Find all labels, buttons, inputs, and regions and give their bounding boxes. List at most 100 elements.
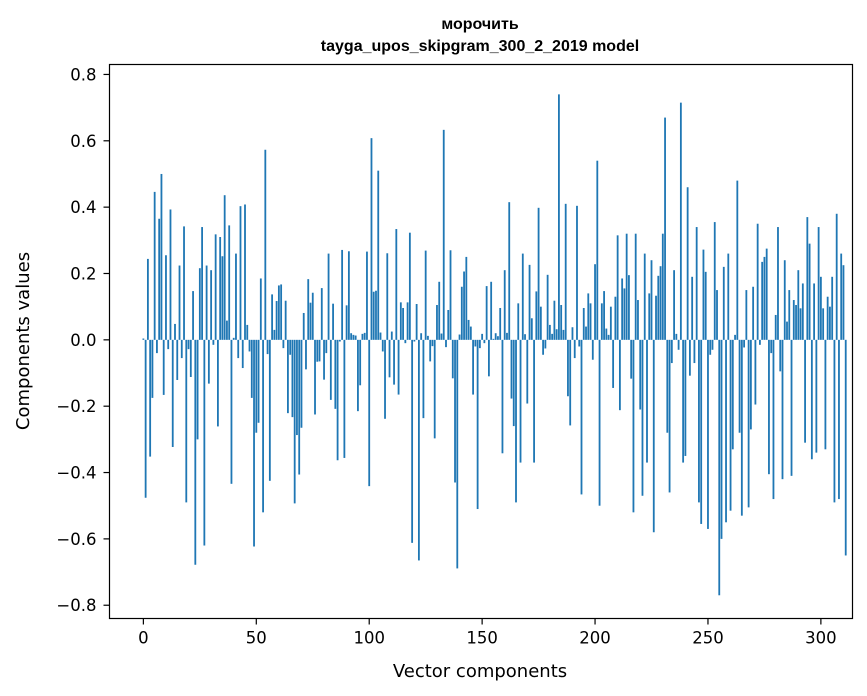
bar bbox=[567, 339, 569, 397]
bar bbox=[483, 339, 486, 344]
bar bbox=[781, 339, 784, 480]
bar bbox=[819, 276, 822, 340]
bar bbox=[826, 296, 829, 340]
bar bbox=[533, 339, 535, 463]
bar bbox=[618, 339, 621, 411]
bar bbox=[343, 339, 346, 458]
bar bbox=[555, 329, 558, 340]
bar bbox=[616, 235, 619, 340]
bar bbox=[612, 339, 615, 388]
bar bbox=[280, 284, 283, 340]
y-axis-label: Components values bbox=[13, 252, 34, 430]
bar bbox=[639, 339, 642, 410]
bar bbox=[458, 334, 461, 340]
bar bbox=[248, 339, 251, 352]
bar bbox=[838, 339, 840, 500]
bar bbox=[431, 339, 434, 347]
y-tick-label: −0.8 bbox=[56, 596, 96, 615]
bar bbox=[607, 334, 610, 340]
bar bbox=[648, 293, 651, 340]
bar bbox=[271, 294, 274, 340]
bar bbox=[788, 290, 791, 340]
bar bbox=[244, 204, 246, 340]
bar bbox=[350, 333, 353, 340]
bar bbox=[578, 339, 581, 347]
bar bbox=[664, 117, 666, 340]
y-tick-label: −0.4 bbox=[56, 464, 96, 483]
chart-title: морочить bbox=[441, 16, 519, 33]
bar bbox=[650, 260, 653, 340]
bar bbox=[623, 288, 626, 340]
bar bbox=[417, 339, 420, 561]
bar bbox=[768, 339, 770, 475]
bar bbox=[720, 339, 723, 539]
y-tick-label: 0.0 bbox=[70, 331, 96, 350]
bar bbox=[467, 319, 470, 340]
bar bbox=[465, 256, 468, 340]
bar bbox=[329, 339, 332, 400]
y-tick-label: 0.6 bbox=[70, 132, 96, 151]
bar bbox=[361, 333, 364, 340]
bar bbox=[255, 339, 258, 433]
bar bbox=[178, 265, 181, 340]
bar-series bbox=[142, 94, 847, 596]
bar bbox=[399, 302, 402, 340]
bar bbox=[289, 339, 292, 355]
bar bbox=[187, 339, 190, 350]
bar bbox=[406, 302, 409, 340]
bar bbox=[332, 303, 334, 340]
bar bbox=[162, 339, 165, 395]
bar bbox=[212, 339, 215, 345]
bar bbox=[472, 339, 474, 395]
bar bbox=[677, 339, 680, 350]
bar bbox=[779, 339, 782, 372]
bar bbox=[314, 339, 316, 415]
bar bbox=[634, 233, 637, 340]
bar bbox=[298, 339, 301, 475]
bar bbox=[666, 339, 669, 433]
bar bbox=[241, 339, 244, 369]
bar bbox=[718, 339, 721, 596]
bar bbox=[185, 339, 188, 503]
x-tick-label: 100 bbox=[353, 629, 385, 648]
bar bbox=[797, 270, 800, 340]
bar bbox=[325, 339, 328, 354]
bar bbox=[521, 253, 524, 340]
bar bbox=[596, 160, 599, 340]
bar bbox=[761, 261, 764, 340]
bar bbox=[661, 233, 664, 340]
bar bbox=[316, 339, 319, 362]
bar bbox=[815, 339, 818, 453]
y-tick-label: 0.4 bbox=[70, 198, 96, 217]
bar bbox=[395, 229, 398, 340]
bar bbox=[183, 226, 185, 340]
x-axis-ticks: 0 50 100 150 200 250 300 bbox=[138, 618, 837, 648]
bar bbox=[544, 339, 547, 349]
bar bbox=[822, 308, 825, 340]
bar bbox=[625, 233, 628, 340]
y-axis-ticks: −0.8 −0.6 −0.4 −0.2 0.0 0.2 0.4 0.6 0.8 bbox=[56, 65, 110, 615]
bar bbox=[519, 339, 522, 463]
bar bbox=[282, 339, 285, 349]
bar bbox=[725, 339, 727, 523]
bar bbox=[481, 333, 484, 340]
bar bbox=[217, 339, 219, 427]
bar bbox=[734, 334, 736, 340]
bar bbox=[770, 339, 773, 354]
bar bbox=[390, 331, 393, 340]
bar bbox=[296, 339, 298, 436]
bar bbox=[646, 339, 648, 463]
bar bbox=[754, 339, 757, 405]
bar bbox=[277, 285, 280, 340]
bar bbox=[587, 293, 590, 340]
bar bbox=[569, 339, 572, 426]
bar bbox=[736, 180, 739, 340]
bar bbox=[352, 334, 355, 340]
bar bbox=[268, 339, 271, 481]
bar bbox=[415, 304, 418, 340]
bar bbox=[573, 339, 576, 359]
bar bbox=[266, 339, 269, 355]
bar bbox=[795, 305, 797, 340]
bar bbox=[808, 243, 811, 340]
bar bbox=[704, 271, 707, 340]
